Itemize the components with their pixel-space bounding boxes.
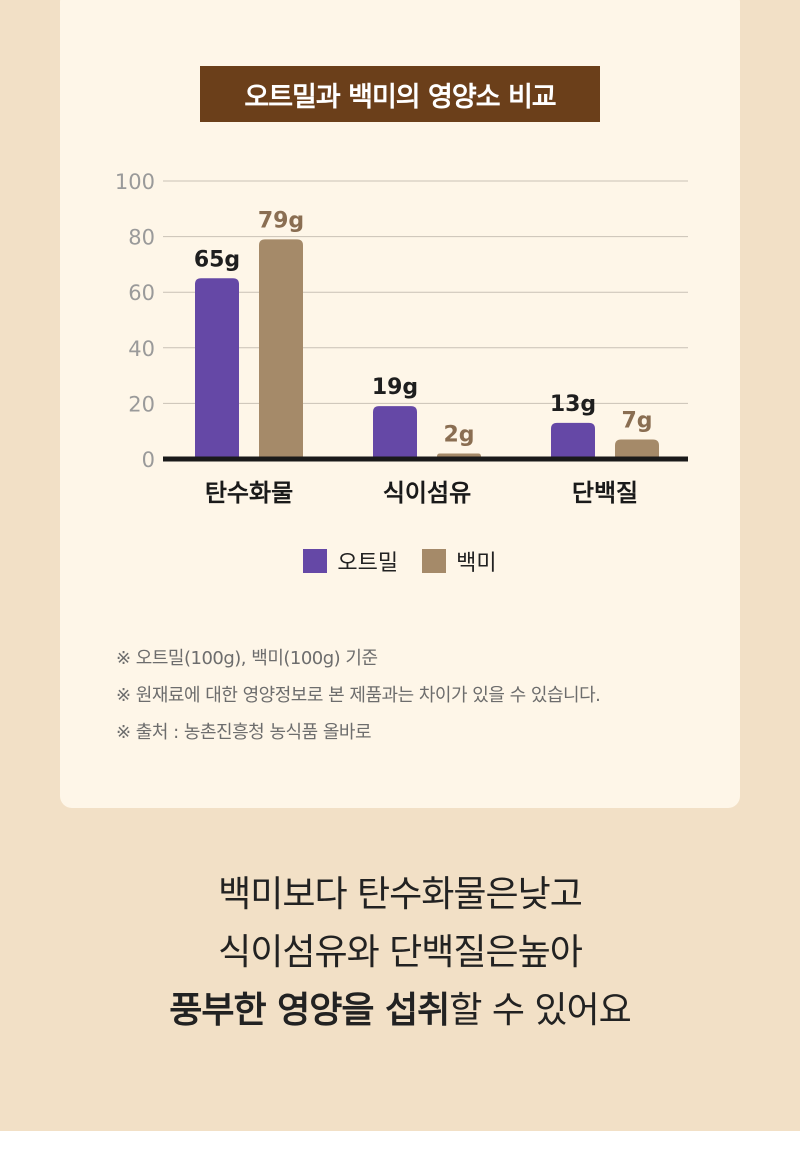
y-tick-label: 20 [128,392,155,416]
footnotes: ※ 오트밀(100g), 백미(100g) 기준 ※ 원재료에 대한 영양정보로… [116,640,601,751]
y-tick-label: 100 [115,170,155,194]
chart-title: 오트밀과 백미의 영양소 비교 [200,66,600,122]
data-label: 65g [194,247,240,272]
bar-oatmeal [551,422,595,459]
message-line-3-rest: 할 수 있어요 [449,990,631,1031]
legend-swatch-white-rice [422,549,447,573]
data-label: 7g [621,409,652,434]
message-highlight: 풍부한 영양을 섭취 [169,990,450,1031]
y-tick-label: 40 [128,337,155,361]
summary-message: 백미보다 탄수화물은낮고 식이섬유와 단백질은높아 풍부한 영양을 섭취할 수 … [0,866,800,1040]
data-label: 19g [372,375,418,400]
data-label: 79g [258,208,304,233]
message-line-1: 백미보다 탄수화물은낮고 [218,874,583,915]
legend-label-oatmeal: 오트밀 [337,551,399,576]
x-tick-label: 탄수화물 [205,479,293,507]
footnote-disclaimer: ※ 원재료에 대한 영양정보로 본 제품과는 차이가 있을 수 있습니다. [116,685,601,706]
bar-oatmeal [195,278,239,459]
data-label: 2g [443,422,474,447]
message-line-2: 식이섬유와 단백질은높아 [218,932,583,973]
y-tick-label: 60 [128,281,155,305]
legend-item-oatmeal: 오트밀 [303,545,398,577]
bar-white-rice [615,439,659,459]
data-label: 13g [550,392,596,417]
footnote-basis: ※ 오트밀(100g), 백미(100g) 기준 [116,648,378,669]
x-tick-label: 단백질 [572,479,638,507]
message-line-3: 풍부한 영양을 섭취할 수 있어요 [0,982,800,1040]
y-tick-label: 80 [128,226,155,250]
bar-oatmeal [373,406,417,459]
footnote-source: ※ 출처 : 농촌진흥청 농식품 올바로 [116,722,372,743]
legend-item-white-rice: 백미 [422,545,497,577]
chart-legend: 오트밀 백미 [0,546,800,576]
y-tick-label: 0 [142,448,155,472]
legend-label-white-rice: 백미 [456,551,497,576]
legend-swatch-oatmeal [303,549,328,573]
bar-white-rice [259,239,303,459]
x-tick-label: 식이섬유 [383,479,471,507]
chart-card [60,0,740,808]
bar-chart: 0 20 40 60 80 100 65g 79g 탄수화물 19g 2g 식이섬유 13g 7g 단백질 [115,170,688,507]
